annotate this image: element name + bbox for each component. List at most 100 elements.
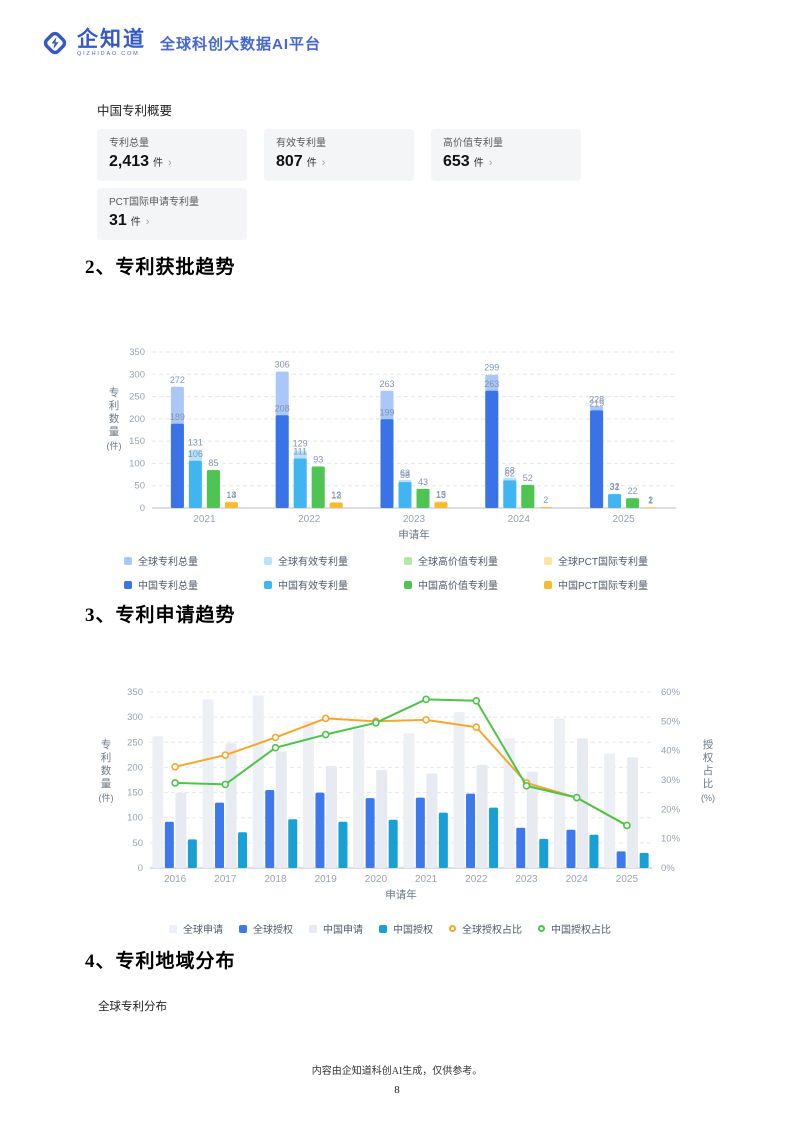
y-tick-label: 0 [138, 863, 143, 874]
legend-swatch [404, 580, 412, 589]
card-label: 高价值专利量 [443, 138, 503, 149]
chevron-right-icon[interactable]: › [321, 157, 326, 169]
card-valid-patents[interactable]: 有效专利量 807 件 › [264, 129, 414, 181]
y2-tick-label: 50% [661, 716, 681, 727]
bar [275, 751, 287, 868]
legend-item[interactable]: 中国PCT国际专利量 [544, 577, 684, 592]
bar [365, 798, 375, 868]
bar-value-label: 228 [589, 394, 604, 404]
y-tick-label: 300 [127, 712, 143, 723]
y-axis-label: (件) [99, 792, 114, 803]
line-marker [171, 763, 179, 771]
brand-header: 企知道 QIZHIDAO.COM 全球科创大数据AI平台 [40, 28, 321, 58]
bar-china [485, 390, 499, 508]
y-tick-label: 150 [129, 436, 145, 447]
card-pct-patents[interactable]: PCT国际申请专利量 31 件 › [97, 188, 247, 240]
card-label: PCT国际申请专利量 [109, 197, 199, 208]
y2-tick-label: 40% [661, 746, 681, 757]
bar-value-label: 131 [188, 438, 203, 448]
y-axis-label: 利 [109, 400, 120, 412]
line-marker [572, 793, 581, 802]
y-tick-label: 50 [132, 838, 143, 849]
bars-layer [152, 695, 649, 868]
y2-axis-label: 权 [703, 751, 714, 764]
x-tick-label: 2018 [264, 874, 287, 885]
bar-china [626, 498, 640, 508]
bar-value-label: 111 [293, 447, 307, 457]
legend-item[interactable]: 全球有效专利量 [264, 553, 404, 568]
y2-axis-label: (%) [701, 793, 715, 803]
legend-item[interactable]: 中国有效专利量 [264, 577, 404, 592]
line-marker [271, 733, 280, 742]
bar [604, 753, 616, 868]
chevron-right-icon[interactable]: › [145, 216, 150, 228]
card-unit: 件 [306, 158, 317, 169]
legend-item[interactable]: 全球PCT国际专利量 [544, 553, 684, 568]
y-tick-label: 100 [127, 813, 143, 824]
bar-value-label: 93 [313, 455, 323, 465]
legend-item[interactable]: 中国授权 [379, 921, 433, 936]
bar-value-label: 2 [543, 495, 548, 505]
legend-item[interactable]: 全球授权占比 [449, 921, 522, 936]
y-tick-label: 100 [129, 458, 145, 469]
y-tick-label: 200 [129, 414, 145, 425]
apply-trend-legend: 全球申请 全球授权 中国申请 中国授权 全球授权占比 中国授权占比 [80, 921, 700, 936]
bar [516, 827, 526, 868]
bar [215, 802, 225, 868]
x-tick-label: 2022 [465, 874, 488, 885]
card-unit: 件 [130, 217, 141, 228]
x-tick-label: 2022 [298, 514, 321, 525]
bar [238, 832, 248, 868]
legend-label: 中国授权 [393, 925, 433, 936]
bar [476, 764, 488, 868]
bar-value-label: 129 [293, 439, 308, 449]
bar [187, 839, 197, 868]
bar-value-label: 263 [484, 379, 499, 389]
legend-label: 全球授权 [253, 925, 293, 936]
bar [225, 743, 237, 868]
legend-item[interactable]: 全球申请 [169, 921, 223, 936]
trend-line [174, 717, 628, 827]
card-patent-total[interactable]: 专利总量 2,413 件 › [97, 129, 247, 181]
line-marker [472, 723, 481, 732]
line-marker [372, 718, 380, 727]
bar-china [206, 470, 220, 508]
bar-value-label: 43 [418, 477, 428, 487]
chevron-right-icon[interactable]: › [488, 157, 493, 169]
y-tick-label: 250 [127, 737, 143, 748]
bar [288, 819, 298, 868]
line-marker [522, 782, 531, 790]
card-high-value-patents[interactable]: 高价值专利量 653 件 › [431, 129, 581, 181]
legend-swatch [544, 556, 552, 565]
summary-title: 中国专利概要 [97, 104, 173, 118]
bar [539, 838, 549, 868]
legend-label: 中国专利总量 [138, 581, 198, 592]
legend-item[interactable]: 中国授权占比 [538, 921, 611, 936]
bar-china [293, 458, 307, 508]
apply-trend-chart: 0 50 100 150 200 250 300 350 0% 10% 20% 30% 40% 50% 60… [80, 676, 760, 936]
bar [616, 851, 626, 868]
legend-item[interactable]: 中国申请 [309, 921, 363, 936]
trend-line [175, 698, 628, 827]
legend-item[interactable]: 中国高价值专利量 [404, 577, 544, 592]
legend-label: 中国PCT国际专利量 [558, 581, 648, 592]
x-tick-label: 2024 [508, 514, 531, 525]
logo-text: 企知道 [77, 27, 146, 51]
bar-china [188, 460, 202, 508]
qizhidao-logo-icon [43, 31, 67, 55]
legend-swatch [404, 556, 412, 565]
legend-item[interactable]: 全球高价值专利量 [404, 553, 544, 568]
chevron-right-icon[interactable]: › [168, 157, 172, 169]
legend-item[interactable]: 全球专利总量 [124, 553, 264, 568]
line-marker [221, 751, 230, 759]
bar-value-label: 189 [170, 412, 185, 422]
card-label: 有效专利量 [276, 138, 326, 149]
legend-item[interactable]: 全球授权 [239, 921, 293, 936]
y-axis-label: 专 [101, 738, 112, 751]
y-tick-label: 300 [129, 369, 145, 380]
page-footer: 内容由企知道科创AI生成，仅供参考。 8 [0, 1062, 794, 1096]
y-tick-label: 200 [127, 762, 143, 773]
bar-value-label: 219 [589, 398, 604, 408]
legend-item[interactable]: 中国专利总量 [124, 577, 264, 592]
bar [302, 721, 314, 868]
